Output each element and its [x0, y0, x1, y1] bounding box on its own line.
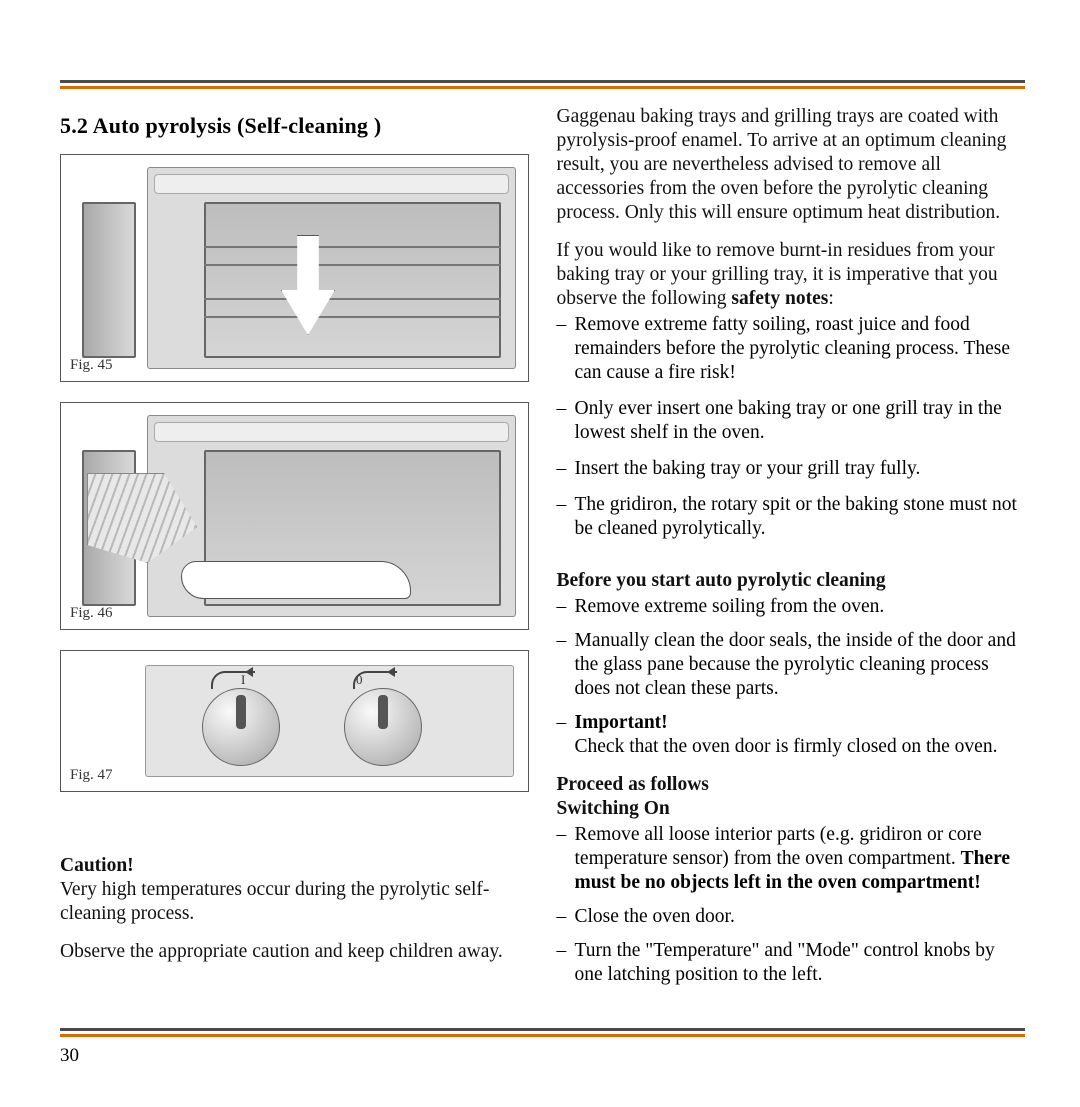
rule-orange [60, 86, 1025, 89]
caution-text-1: Very high temperatures occur during the … [60, 879, 489, 924]
list-item: Remove extreme soiling from the oven. [557, 595, 1026, 619]
rule-orange [60, 1034, 1025, 1037]
control-panel-illustration: I 0 [145, 665, 514, 777]
figure-label: Fig. 45 [70, 357, 113, 374]
right-column: Gaggenau baking trays and grilling trays… [557, 105, 1026, 1025]
proceed-title-1: Proceed as follows [557, 773, 1026, 797]
rule-dark [60, 80, 1025, 83]
safety-intro: If you would like to remove burnt-in res… [557, 239, 1026, 311]
section-heading: 5.2 Auto pyrolysis (Self-cleaning ) [60, 113, 529, 139]
top-rule-group [60, 80, 1025, 89]
list-item: Insert the baking tray or your grill tra… [557, 457, 1026, 481]
knob-mode-icon [344, 688, 422, 766]
figure-47: I 0 Fig. 47 [60, 650, 529, 792]
important-label: Important! [575, 712, 668, 733]
figure-46: Fig. 46 [60, 402, 529, 630]
list-item: The gridiron, the rotary spit or the bak… [557, 493, 1026, 541]
figure-label: Fig. 47 [70, 767, 113, 784]
safety-notes-label: safety notes [731, 288, 828, 309]
list-item: Important! Check that the oven door is f… [557, 711, 1026, 759]
before-cleaning-title: Before you start auto pyrolytic cleaning [557, 569, 1026, 593]
caution-text-2: Observe the appropriate caution and keep… [60, 940, 529, 964]
proceed-title-2: Switching On [557, 797, 1026, 821]
before-cleaning-list: Remove extreme soiling from the oven. Ma… [557, 595, 1026, 759]
safety-colon: : [828, 288, 833, 309]
important-text: Check that the oven door is firmly close… [575, 736, 998, 757]
switch-item-pre: Remove all loose interior parts (e.g. gr… [575, 824, 982, 869]
caution-block: Caution! Very high temperatures occur du… [60, 854, 529, 926]
figure-label: Fig. 46 [70, 605, 113, 622]
left-column: 5.2 Auto pyrolysis (Self-cleaning ) Fig.… [60, 105, 529, 1025]
list-item: Only ever insert one baking tray or one … [557, 397, 1026, 445]
sweep-arrow-icon [181, 561, 411, 599]
figure-45: Fig. 45 [60, 154, 529, 382]
page-number: 30 [60, 1045, 79, 1067]
list-item: Remove extreme fatty soiling, roast juic… [557, 313, 1026, 385]
list-item: Remove all loose interior parts (e.g. gr… [557, 823, 1026, 895]
list-item: Manually clean the door seals, the insid… [557, 629, 1026, 701]
intro-paragraph: Gaggenau baking trays and grilling trays… [557, 105, 1026, 225]
list-item: Turn the "Temperature" and "Mode" contro… [557, 939, 1026, 987]
safety-notes-list: Remove extreme fatty soiling, roast juic… [557, 313, 1026, 541]
manual-page: 5.2 Auto pyrolysis (Self-cleaning ) Fig.… [0, 0, 1080, 1107]
section-title: Auto pyrolysis (Self-cleaning ) [93, 113, 382, 138]
section-number: 5.2 [60, 113, 88, 138]
list-item: Close the oven door. [557, 905, 1026, 929]
switching-on-list: Remove all loose interior parts (e.g. gr… [557, 823, 1026, 987]
bottom-rule-group [60, 1028, 1025, 1037]
knob-temperature-icon [202, 688, 280, 766]
two-column-layout: 5.2 Auto pyrolysis (Self-cleaning ) Fig.… [60, 105, 1025, 1025]
rule-dark [60, 1028, 1025, 1031]
caution-title: Caution! [60, 855, 134, 876]
oven-illustration [147, 167, 516, 369]
